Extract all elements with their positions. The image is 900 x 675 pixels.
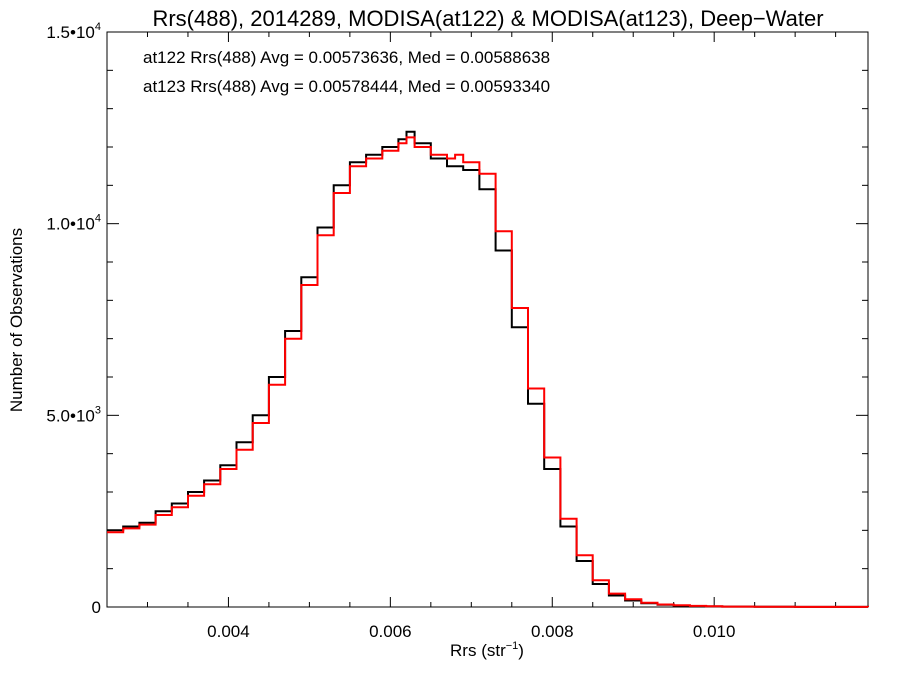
y-axis-label: Number of Observations	[7, 228, 26, 412]
y-axis-ticks: 0 5.0•103 1.0•104 1.5•104	[46, 21, 868, 617]
series-layer	[107, 130, 869, 608]
y-tick-label: 1.0•104	[46, 213, 101, 234]
plot-frame	[106, 31, 869, 608]
x-axis-label-end: )	[518, 641, 524, 660]
x-axis-ticks: 0.004 0.006 0.008 0.010	[146, 32, 837, 641]
stats-at123: at123 Rrs(488) Avg = 0.00578444, Med = 0…	[143, 77, 550, 96]
series-at122-line	[107, 130, 869, 608]
x-axis-label-text: Rrs (str	[450, 641, 506, 660]
y-tick-label: 5.0•103	[46, 404, 101, 425]
y-tick-label: 1.5•104	[46, 21, 101, 42]
x-tick-label: 0.010	[693, 622, 736, 641]
stats-at122: at122 Rrs(488) Avg = 0.00573636, Med = 0…	[143, 48, 550, 67]
y-tick-label: 0	[92, 598, 101, 617]
x-axis-label: Rrs (str−1)	[450, 640, 524, 660]
x-tick-label: 0.008	[531, 622, 574, 641]
x-tick-label: 0.004	[207, 622, 250, 641]
chart-title: Rrs(488), 2014289, MODISA(at122) & MODIS…	[152, 6, 823, 31]
x-tick-label: 0.006	[369, 622, 412, 641]
series-at123-line	[107, 136, 869, 608]
x-axis-label-superscript: −1	[506, 640, 519, 652]
